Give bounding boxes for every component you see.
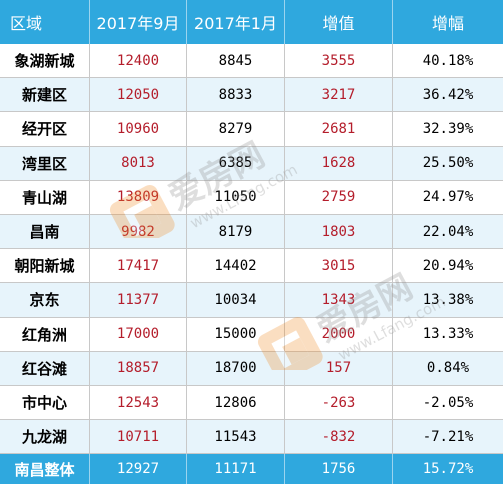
cell-growth-rate: 36.42% <box>393 78 503 113</box>
total-cell-increase: 1756 <box>285 454 393 484</box>
cell-sep-2017: 11377 <box>90 283 187 318</box>
cell-increase: 1343 <box>285 283 393 318</box>
cell-sep-2017: 8013 <box>90 146 187 181</box>
cell-area: 湾里区 <box>0 146 90 181</box>
cell-jan-2017: 14402 <box>187 249 285 284</box>
cell-growth-rate: 24.97% <box>393 181 503 215</box>
cell-growth-rate: 25.50% <box>393 146 503 181</box>
table-row: 红谷滩 18857 18700 157 0.84% <box>0 351 503 386</box>
cell-area: 象湖新城 <box>0 44 90 79</box>
cell-increase: 1803 <box>285 215 393 250</box>
cell-jan-2017: 8179 <box>187 215 285 250</box>
cell-increase: 2681 <box>285 112 393 147</box>
cell-sep-2017: 13809 <box>90 180 187 215</box>
table-row: 新建区 12050 8833 3217 36.42% <box>0 78 503 113</box>
header-increase: 增值 <box>285 0 393 44</box>
cell-sep-2017: 10711 <box>90 420 187 455</box>
cell-growth-rate: -7.21% <box>393 420 503 455</box>
cell-area: 京东 <box>0 283 90 318</box>
cell-increase: 3015 <box>285 249 393 284</box>
header-area: 区域 <box>0 0 90 44</box>
cell-growth-rate: 22.04% <box>393 215 503 250</box>
cell-sep-2017: 12543 <box>90 386 187 421</box>
cell-sep-2017: 12400 <box>90 44 187 79</box>
header-growth-rate: 增幅 <box>393 0 503 44</box>
cell-jan-2017: 8845 <box>187 44 285 79</box>
cell-increase: 3217 <box>285 78 393 113</box>
cell-jan-2017: 8279 <box>187 112 285 147</box>
table-row: 朝阳新城 17417 14402 3015 20.94% <box>0 249 503 284</box>
cell-sep-2017: 17000 <box>90 317 187 352</box>
cell-sep-2017: 10960 <box>90 112 187 147</box>
cell-growth-rate: 32.39% <box>393 112 503 147</box>
cell-jan-2017: 11543 <box>187 420 285 455</box>
cell-increase: 157 <box>285 351 393 386</box>
cell-sep-2017: 17417 <box>90 249 187 284</box>
cell-growth-rate: 20.94% <box>393 249 503 284</box>
cell-sep-2017: 12050 <box>90 78 187 113</box>
cell-jan-2017: 10034 <box>187 283 285 318</box>
total-cell-growth-rate: 15.72% <box>393 454 503 484</box>
cell-area: 经开区 <box>0 112 90 147</box>
cell-increase: 2759 <box>285 180 393 215</box>
table-row: 红角洲 17000 15000 2000 13.33% <box>0 317 503 352</box>
total-cell-sep-2017: 12927 <box>90 454 187 484</box>
cell-area: 昌南 <box>0 215 90 250</box>
cell-area: 红角洲 <box>0 317 90 352</box>
total-cell-jan-2017: 11171 <box>187 454 285 484</box>
table-row: 九龙湖 10711 11543 -832 -7.21% <box>0 420 503 455</box>
cell-sep-2017: 9982 <box>90 215 187 250</box>
cell-growth-rate: 40.18% <box>393 44 503 79</box>
table-header-row: 区域 2017年9月 2017年1月 增值 增幅 <box>0 0 503 44</box>
table-row: 京东 11377 10034 1343 13.38% <box>0 283 503 318</box>
cell-area: 九龙湖 <box>0 420 90 455</box>
cell-increase: -832 <box>285 420 393 455</box>
table-row: 市中心 12543 12806 -263 -2.05% <box>0 386 503 421</box>
cell-jan-2017: 18700 <box>187 351 285 386</box>
header-sep-2017: 2017年9月 <box>90 0 187 44</box>
cell-area: 朝阳新城 <box>0 249 90 284</box>
cell-sep-2017: 18857 <box>90 351 187 386</box>
cell-growth-rate: 0.84% <box>393 351 503 386</box>
cell-area: 青山湖 <box>0 180 90 215</box>
cell-area: 市中心 <box>0 386 90 421</box>
cell-jan-2017: 15000 <box>187 317 285 352</box>
table-row: 象湖新城 12400 8845 3555 40.18% <box>0 44 503 79</box>
header-jan-2017: 2017年1月 <box>187 0 285 44</box>
cell-jan-2017: 8833 <box>187 78 285 113</box>
cell-jan-2017: 6385 <box>187 146 285 181</box>
table-row: 经开区 10960 8279 2681 32.39% <box>0 112 503 147</box>
total-cell-area: 南昌整体 <box>0 454 90 484</box>
cell-growth-rate: -2.05% <box>393 386 503 421</box>
table-total-row: 南昌整体 12927 11171 1756 15.72% <box>0 454 503 484</box>
cell-jan-2017: 12806 <box>187 386 285 421</box>
cell-increase: 1628 <box>285 146 393 181</box>
cell-area: 新建区 <box>0 78 90 113</box>
cell-increase: 3555 <box>285 44 393 79</box>
table-row: 青山湖 13809 11050 2759 24.97% <box>0 180 503 215</box>
cell-growth-rate: 13.33% <box>393 318 503 352</box>
cell-increase: -263 <box>285 386 393 421</box>
table-row: 昌南 9982 8179 1803 22.04% <box>0 215 503 250</box>
cell-increase: 2000 <box>285 317 393 352</box>
cell-area: 红谷滩 <box>0 351 90 386</box>
table-row: 湾里区 8013 6385 1628 25.50% <box>0 146 503 181</box>
cell-jan-2017: 11050 <box>187 180 285 215</box>
cell-growth-rate: 13.38% <box>393 283 503 318</box>
